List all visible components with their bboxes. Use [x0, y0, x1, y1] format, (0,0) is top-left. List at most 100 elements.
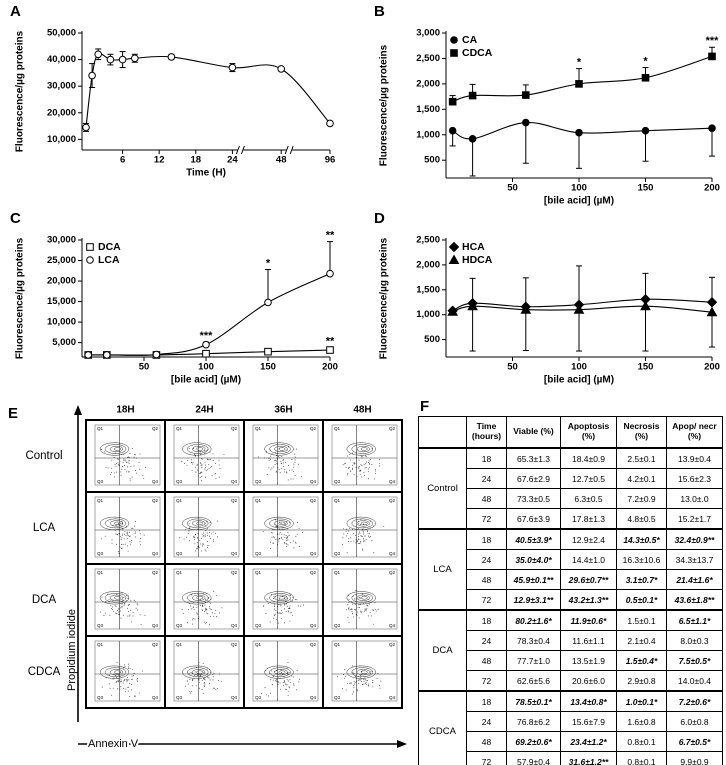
event-dot: [118, 552, 120, 554]
row-label: DCA: [32, 594, 57, 606]
marker: [708, 124, 716, 132]
marker: [202, 340, 210, 349]
event-dot: [204, 621, 206, 623]
y-tick-label: 2,000: [416, 78, 440, 89]
event-dot: [198, 682, 200, 684]
event-dot: [359, 470, 361, 471]
event-dot: [103, 451, 105, 453]
event-dot: [370, 671, 371, 673]
event-dot: [204, 535, 206, 537]
event-dot: [131, 539, 133, 541]
event-dot: [285, 535, 287, 536]
event-dot: [273, 614, 275, 616]
event-dot: [273, 537, 275, 539]
event-dot: [203, 685, 205, 687]
event-dot: [284, 682, 286, 684]
event-dot: [286, 471, 287, 473]
event-dot: [204, 604, 206, 606]
event-dot: [198, 546, 200, 548]
event-dot: [120, 471, 122, 473]
event-dot: [215, 478, 217, 480]
marker: [447, 306, 459, 316]
event-dot: [289, 599, 291, 601]
event-dot: [194, 543, 196, 545]
event-dot: [190, 671, 192, 673]
event-dot: [140, 544, 141, 546]
event-dot: [200, 458, 202, 460]
event-dot: [367, 605, 369, 607]
event-dot: [116, 661, 118, 663]
contour: [192, 445, 206, 453]
event-dot: [123, 454, 125, 456]
table-cell: 7.2±0.9: [616, 488, 667, 509]
event-dot: [279, 537, 280, 539]
event-dot: [370, 458, 372, 460]
event-dot: [186, 536, 188, 538]
contour: [114, 521, 121, 526]
event-dot: [181, 460, 183, 462]
event-dot: [183, 538, 185, 540]
event-dot: [383, 525, 385, 527]
event-dot: [286, 540, 288, 542]
contour: [278, 521, 286, 526]
event-dot: [112, 606, 114, 608]
event-dot: [342, 688, 343, 690]
quadrant-label: Q2: [310, 426, 317, 431]
table-cell: 29.6±0.7**: [560, 569, 617, 590]
event-dot: [268, 695, 270, 697]
event-dot: [284, 681, 286, 683]
event-dot: [200, 538, 202, 539]
event-dot: [132, 668, 134, 670]
event-dot: [136, 679, 138, 681]
event-dot: [364, 609, 366, 611]
event-dot: [122, 667, 124, 669]
contour: [187, 667, 209, 678]
event-dot: [366, 607, 368, 609]
event-dot: [344, 462, 346, 464]
event-dot: [205, 550, 207, 552]
event-dot: [200, 464, 202, 466]
quadrant-label: Q3: [255, 479, 262, 484]
event-dot: [276, 681, 278, 683]
event-dot: [212, 453, 214, 455]
event-dot: [202, 693, 204, 694]
event-dot: [274, 594, 276, 595]
event-dot: [127, 456, 129, 458]
event-dot: [101, 686, 103, 688]
event-dot: [362, 530, 364, 532]
table-cell: 14.0±0.4: [666, 670, 723, 692]
event-dot: [355, 466, 357, 468]
event-dot: [372, 623, 374, 625]
event-dot: [197, 537, 199, 539]
event-dot: [276, 543, 278, 545]
event-dot: [283, 679, 285, 681]
event-dot: [193, 535, 195, 537]
x-tick-label: 50: [507, 183, 518, 194]
event-dot: [118, 465, 120, 466]
quadrant-label: Q2: [389, 498, 396, 503]
event-dot: [273, 617, 275, 619]
event-dot: [209, 531, 211, 533]
event-dot: [285, 542, 287, 544]
table-cell: 4.2±0.1: [616, 468, 667, 489]
event-dot: [127, 531, 129, 533]
event-dot: [371, 463, 373, 465]
event-dot: [268, 457, 270, 459]
event-dot: [337, 676, 339, 678]
event-dot: [208, 467, 210, 469]
event-dot: [108, 599, 110, 601]
marker: [326, 119, 334, 128]
table-cell: 72: [466, 589, 507, 611]
event-dot: [131, 689, 133, 691]
event-dot: [269, 621, 271, 623]
event-dot: [127, 667, 129, 669]
event-dot: [134, 470, 136, 472]
event-dot: [192, 685, 194, 687]
event-dot: [277, 462, 279, 464]
table-cell: 32.4±0.9**: [666, 528, 723, 550]
event-dot: [187, 608, 189, 610]
event-dot: [109, 614, 111, 616]
event-dot: [101, 596, 103, 598]
event-dot: [291, 469, 293, 471]
event-dot: [352, 603, 353, 605]
